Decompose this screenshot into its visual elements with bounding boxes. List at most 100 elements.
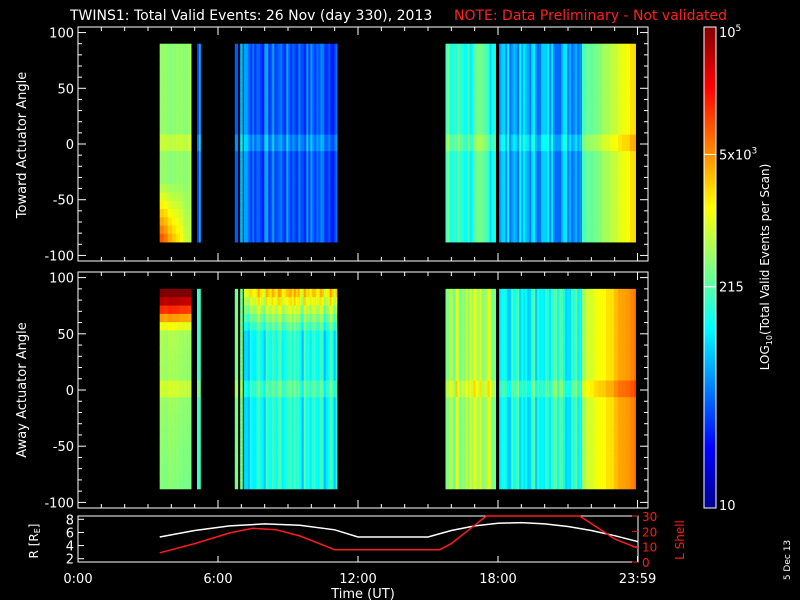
- away-cell: [271, 338, 274, 348]
- toward-cell: [252, 151, 255, 160]
- toward-cell: [622, 151, 627, 160]
- toward-cell: [598, 68, 603, 78]
- away-cell: [291, 438, 294, 448]
- away-cell: [325, 338, 328, 348]
- toward-cell: [302, 175, 305, 185]
- toward-cell: [618, 43, 623, 53]
- toward-cell: [614, 51, 619, 61]
- toward-cell: [262, 209, 265, 218]
- away-cell: [259, 363, 262, 373]
- toward-cell: [282, 101, 285, 111]
- toward-cell: [314, 184, 317, 193]
- toward-cell: [565, 85, 568, 94]
- away-cell: [299, 288, 302, 298]
- away-cell: [277, 388, 280, 398]
- away-cell: [291, 447, 294, 456]
- toward-cell: [260, 209, 263, 218]
- toward-cell: [483, 101, 486, 111]
- toward-cell: [332, 159, 335, 169]
- away-cell: [335, 322, 338, 331]
- toward-cell: [252, 93, 255, 102]
- away-cell: [253, 430, 256, 440]
- toward-cell: [622, 60, 627, 69]
- toward-cell: [537, 60, 540, 69]
- toward-cell: [272, 76, 275, 86]
- toward-cell: [240, 60, 243, 69]
- toward-cell: [234, 134, 239, 144]
- away-cell: [329, 297, 332, 306]
- away-cell: [240, 438, 243, 448]
- away-cell: [243, 422, 246, 431]
- away-cell: [449, 338, 452, 348]
- toward-cell: [503, 101, 506, 111]
- toward-cell: [256, 109, 259, 119]
- toward-cell: [581, 76, 583, 86]
- away-cell: [293, 322, 296, 331]
- toward-cell: [276, 167, 279, 177]
- away-cell: [449, 413, 452, 423]
- toward-cell: [334, 225, 337, 235]
- toward-cell: [270, 225, 273, 235]
- toward-cell: [626, 51, 631, 61]
- away-cell: [281, 472, 284, 481]
- toward-cell: [445, 51, 448, 61]
- toward-cell: [569, 76, 572, 86]
- toward-cell: [266, 118, 269, 127]
- toward-cell: [513, 175, 516, 185]
- toward-cell: [557, 51, 560, 61]
- toward-cell: [606, 184, 611, 193]
- toward-cell: [334, 85, 337, 94]
- toward-cell: [507, 93, 510, 102]
- toward-cell: [590, 126, 595, 136]
- toward-cell: [541, 192, 544, 202]
- away-cell: [319, 397, 322, 406]
- toward-cell: [336, 233, 338, 243]
- toward-cell: [602, 109, 607, 119]
- away-cell: [187, 330, 192, 340]
- away-cell: [171, 480, 176, 490]
- toward-cell: [471, 118, 474, 127]
- away-cell: [245, 322, 248, 331]
- toward-cell: [336, 101, 338, 111]
- away-cell: [447, 363, 450, 373]
- away-cell: [287, 297, 290, 306]
- toward-cell: [463, 76, 466, 86]
- toward-cell: [475, 159, 478, 169]
- toward-cell: [332, 118, 335, 127]
- toward-cell: [547, 134, 550, 144]
- toward-cell: [284, 184, 287, 193]
- toward-cell: [240, 192, 243, 202]
- away-cell: [265, 380, 268, 390]
- toward-cell: [250, 192, 253, 202]
- toward-cell: [264, 225, 267, 235]
- toward-cell: [312, 175, 315, 185]
- away-cell: [240, 388, 243, 398]
- toward-cell: [581, 192, 583, 202]
- toward-cell: [326, 151, 329, 160]
- away-cell: [261, 330, 264, 340]
- away-cell: [247, 313, 250, 323]
- toward-cell: [467, 225, 470, 235]
- toward-cell: [547, 167, 550, 177]
- toward-cell: [517, 142, 520, 152]
- toward-cell: [531, 118, 534, 127]
- toward-cell: [465, 51, 468, 61]
- toward-cell: [541, 209, 544, 218]
- away-cell: [247, 305, 250, 315]
- away-cell: [327, 388, 330, 398]
- toward-cell: [515, 51, 518, 61]
- toward-cell: [483, 68, 486, 78]
- toward-cell: [515, 209, 518, 218]
- away-cell: [303, 297, 306, 306]
- toward-cell: [250, 101, 253, 111]
- away-cell: [257, 330, 260, 340]
- away-cell: [255, 347, 258, 356]
- toward-cell: [262, 68, 265, 78]
- away-cell: [279, 422, 282, 431]
- toward-cell: [268, 217, 271, 226]
- away-cell: [289, 338, 292, 348]
- away-cell: [297, 422, 300, 431]
- away-cell: [275, 447, 278, 456]
- toward-cell: [581, 60, 583, 69]
- toward-cell: [501, 109, 504, 119]
